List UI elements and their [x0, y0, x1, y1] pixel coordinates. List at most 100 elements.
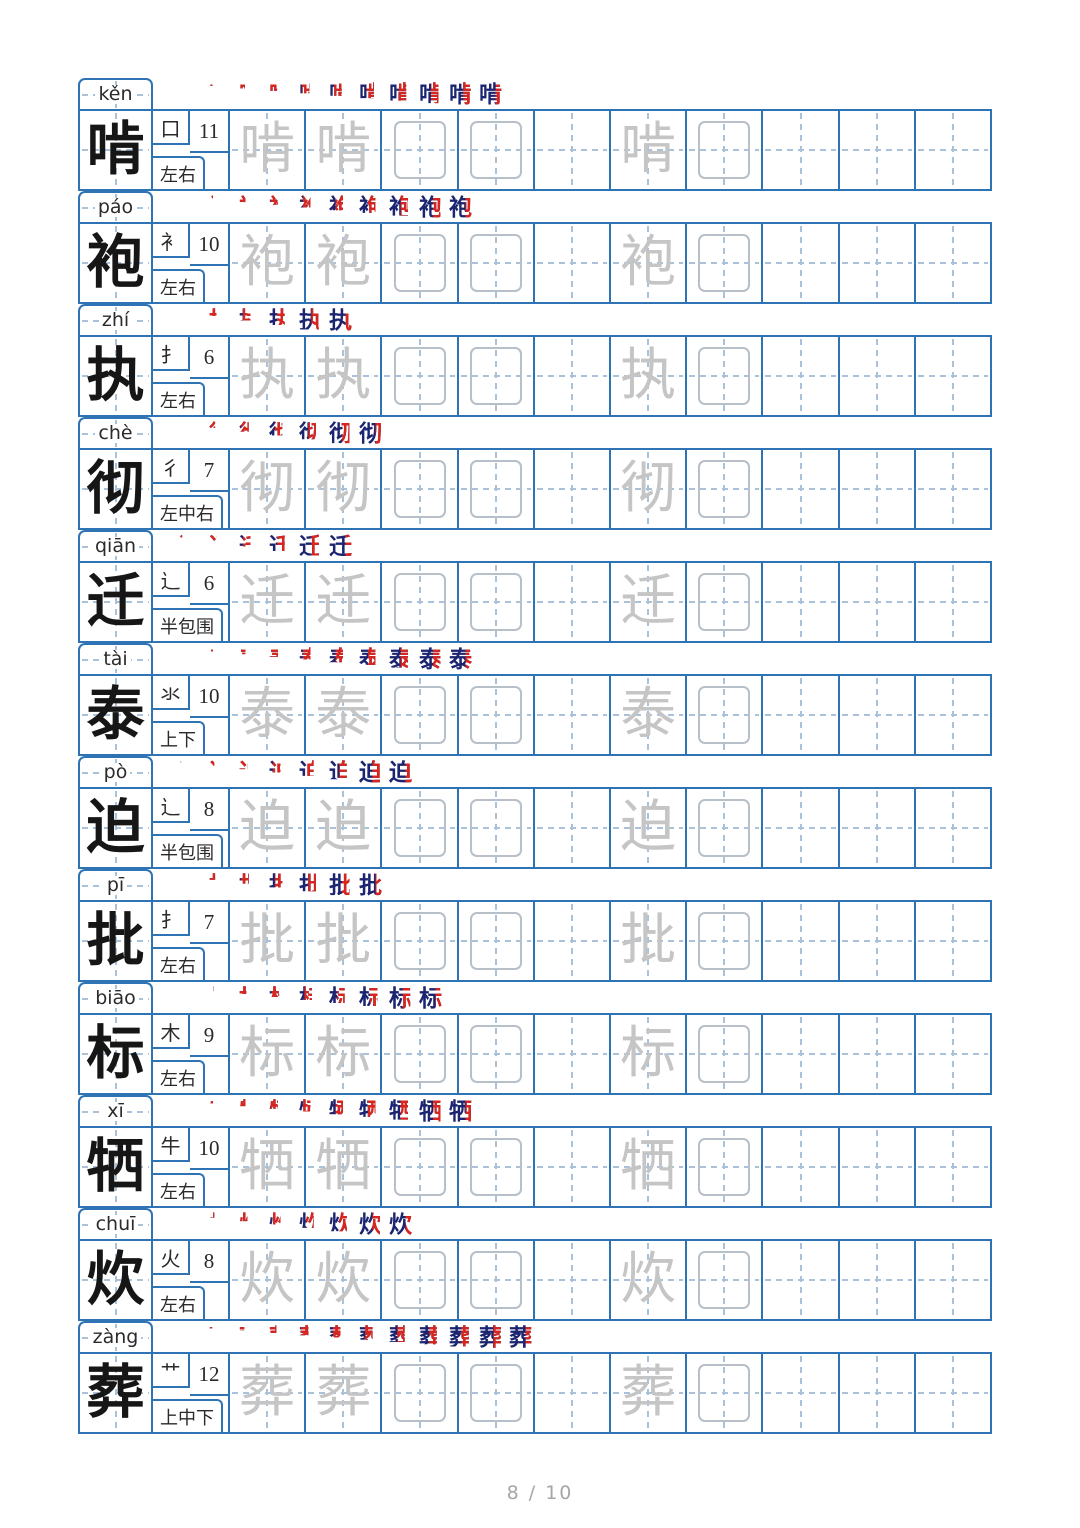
practice-row: 标木 9 左右标标标 [78, 1013, 992, 1095]
practice-cell [840, 563, 916, 641]
stroke-step-glyph: 执 [179, 308, 202, 333]
stroke-step-new-stroke: 啃 [329, 82, 352, 107]
practice-cell: 泰 [306, 676, 383, 754]
info-cell: 扌 6 左右 [153, 337, 230, 415]
stroke-step-glyph: 标 [299, 986, 322, 1011]
stroke-step: 袍袍 [388, 194, 413, 221]
center-guide-h-icon [536, 601, 608, 603]
practice-cell: 泰 [230, 676, 307, 754]
center-guide-h-icon [460, 1392, 531, 1394]
trace-character: 泰 [239, 684, 296, 746]
practice-cell: 啃 [230, 111, 307, 189]
practice-cell [840, 224, 916, 302]
practice-cell [459, 1241, 535, 1319]
stroke-step-glyph: 迫 [389, 760, 412, 785]
center-guide-h-icon [689, 488, 760, 490]
center-guide-h-icon [460, 940, 531, 942]
stroke-step-new-stroke: 牺 [269, 1099, 292, 1124]
stroke-step: 彻彻 [268, 420, 293, 447]
character-cell: 迁 [80, 563, 153, 641]
stroke-step-new-stroke: 迫 [269, 760, 292, 785]
center-guide-h-icon [460, 488, 531, 490]
stroke-step-new-stroke: 葬 [449, 1325, 472, 1350]
stroke-step-new-stroke: 标 [419, 986, 443, 1011]
stroke-count-label: 10 [198, 231, 220, 256]
trace-character: 炊 [315, 1249, 372, 1311]
stroke-step-new-stroke: 迁 [299, 534, 322, 559]
stroke-step: 葬葬 [238, 1324, 263, 1351]
character-cell: 迫 [80, 789, 153, 867]
empty-writing-box [393, 912, 446, 970]
radical-box: 扌 [153, 337, 190, 371]
practice-cell [687, 1128, 764, 1206]
practice-cell: 迁 [611, 563, 688, 641]
pinyin-cell: chuī [78, 1208, 153, 1239]
character-cell: 炊 [80, 1241, 153, 1319]
stroke-step-new-stroke: 泰 [239, 647, 262, 672]
structure-label: 左右 [160, 164, 196, 185]
stroke-step-glyph: 彻 [179, 421, 202, 446]
stroke-step-new-stroke: 啃 [419, 82, 442, 107]
center-guide-h-icon [765, 940, 836, 942]
stroke-step-glyph: 批 [329, 873, 352, 898]
stroke-step: 标标 [268, 985, 293, 1012]
stroke-step: 袍袍 [208, 194, 233, 221]
stroke-step-glyph: 牺 [329, 1099, 352, 1124]
stroke-step-new-stroke: 啃 [389, 82, 412, 107]
practice-cell [535, 902, 612, 980]
center-guide-h-icon [689, 940, 760, 942]
stroke-step-new-stroke: 啃 [449, 82, 472, 107]
stroke-step-new-stroke: 执 [239, 308, 262, 333]
stroke-step-new-stroke: 袍 [179, 195, 202, 220]
stroke-step-new-stroke: 迫 [179, 760, 202, 785]
practice-cell [535, 1015, 612, 1093]
info-cell: 氺 10 上下 [153, 676, 230, 754]
center-guide-h-icon [917, 262, 989, 264]
stroke-step-new-stroke: 袍 [329, 195, 352, 220]
stroke-step-new-stroke: 牺 [179, 1099, 202, 1124]
center-guide-h-icon [308, 1053, 379, 1055]
practice-cell [763, 1128, 840, 1206]
stroke-count-box: 12 [190, 1354, 228, 1396]
practice-cell [382, 1354, 459, 1432]
character-block: tài 泰泰泰泰泰泰泰泰泰泰泰泰泰泰泰泰泰泰泰泰泰氺 10 上下泰泰泰 [78, 643, 992, 756]
stroke-step-new-stroke: 泰 [389, 647, 412, 672]
stroke-step-glyph: 葬 [239, 1325, 262, 1350]
stroke-step-glyph: 批 [269, 873, 292, 898]
stroke-step-new-stroke: 彻 [209, 421, 232, 446]
center-guide-h-icon [82, 827, 149, 829]
stroke-step-glyph: 执 [329, 308, 352, 333]
stroke-count-box: 9 [190, 1015, 228, 1057]
stroke-step-new-stroke: 彻 [329, 421, 352, 446]
trace-character: 迁 [315, 571, 372, 633]
empty-writing-box [698, 1138, 751, 1196]
center-guide-h-icon [689, 149, 760, 151]
trace-character: 袍 [239, 232, 296, 294]
stroke-step-glyph: 迫 [209, 760, 232, 785]
center-guide-h-icon [384, 488, 455, 490]
center-guide-h-icon [841, 1053, 912, 1055]
stroke-step: 迫迫 [208, 759, 233, 786]
character-cell: 啃 [80, 111, 153, 189]
pinyin-label: zhí [98, 311, 133, 330]
stroke-step-new-stroke: 泰 [179, 647, 202, 672]
practice-cell [840, 676, 916, 754]
stroke-count-label: 6 [203, 570, 215, 595]
stroke-step-glyph: 葬 [509, 1325, 532, 1350]
stroke-count-label: 12 [198, 1361, 220, 1386]
stroke-step-glyph: 袍 [239, 195, 262, 220]
center-guide-h-icon [689, 1053, 760, 1055]
empty-writing-box [698, 347, 751, 405]
center-guide-h-icon [613, 1392, 684, 1394]
info-cell: 辶 8 半包围 [153, 789, 230, 867]
practice-row: 葬艹 12 上中下葬葬葬 [78, 1352, 992, 1434]
structure-box: 半包围 [153, 834, 223, 867]
stroke-step-new-stroke: 葬 [419, 1325, 442, 1350]
center-guide-h-icon [613, 149, 684, 151]
center-guide-h-icon [917, 149, 989, 151]
stroke-step: 啃啃 [268, 81, 293, 108]
stroke-step: 批批 [238, 872, 263, 899]
stroke-step: 泰泰 [418, 646, 443, 673]
center-guide-h-icon [308, 1392, 379, 1394]
practice-cell [382, 1128, 459, 1206]
